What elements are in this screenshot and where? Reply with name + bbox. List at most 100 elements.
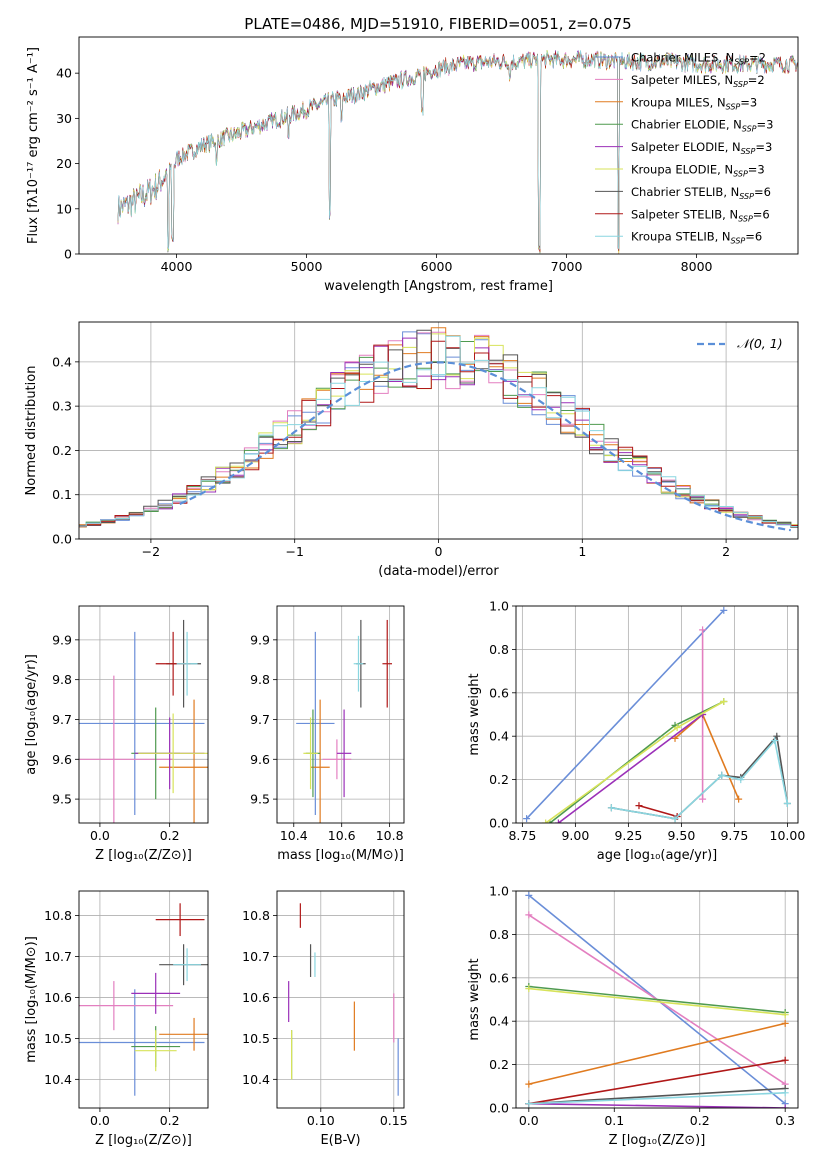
y-tick-label: 10.5 [44,1031,72,1046]
weight-vs-Z-xlabel: Z [log₁₀(Z/Z⊙)] [609,1133,706,1148]
y-tick-label: 9.5 [52,792,72,807]
weight-marker [523,815,531,823]
residuals-plot-area [79,327,798,532]
y-tick-label: 0.4 [52,354,72,369]
weight-marker [525,1100,533,1108]
y-tick-label: 30 [56,111,72,126]
y-tick-label: 10.5 [242,1031,270,1046]
y-tick-label: 0.0 [489,816,509,831]
legend-entry: Salpeter ELODIE, NSSP=3 [631,140,772,156]
errorbar-point [176,631,198,696]
errorbar-point [159,699,208,823]
weight-marker [699,795,707,803]
weight-marker [554,819,562,823]
weight-marker [771,737,779,745]
spectrum-plot-area [117,49,798,254]
legend-entry: Kroupa MILES, NSSP=3 [631,95,757,111]
age-vs-mass-xlabel: mass [log₁₀(M/M⊙)] [277,848,404,863]
x-tick-label: 8.75 [508,828,536,843]
y-tick-label: 9.6 [52,752,72,767]
x-tick-label: 10.00 [770,828,806,843]
figure-title: PLATE=0486, MJD=51910, FIBERID=0051, z=0… [244,15,631,33]
y-tick-label: 9.9 [250,632,270,647]
y-tick-label: 0.8 [489,642,509,657]
weight-marker [699,626,707,634]
residuals-xlabel: (data-model)/error [378,564,499,579]
weight-series-7 [638,804,678,818]
weight-vs-age-frame [515,605,799,824]
y-tick-label: 10.7 [242,949,270,964]
weight-marker [781,1011,789,1019]
weight-series-8 [611,738,789,820]
errorbar-point [79,981,174,1031]
age-vs-mass-panel: 10.4 10.6 10.8 9.5 9.6 9.7 9.8 9.9 mass [log₁₀(M… [250,605,405,863]
x-tick-label: 6000 [421,259,453,274]
errorbar-point [134,1030,177,1072]
errorbar-point [79,675,174,823]
y-tick-label: 0 [64,247,72,262]
x-tick-label: 1 [578,544,586,559]
x-tick-label: 7000 [551,259,583,274]
y-tick-label: 0.0 [489,1101,509,1116]
x-tick-label: 0.2 [160,828,180,843]
legend-entry: 𝒩(0, 1) [737,336,783,351]
x-tick-label: 5000 [291,259,323,274]
weight-vs-age-plot-area [523,606,791,823]
errorbar-point [138,713,208,794]
y-tick-label: 0.2 [52,443,72,458]
weight-marker [781,1104,789,1108]
weight-marker [607,804,615,812]
x-tick-label: 4000 [161,259,193,274]
spectrum-ylabel: Flux [fλ10⁻¹⁷ erg cm⁻² s⁻¹ A⁻¹] [26,47,41,244]
y-tick-label: 9.8 [250,672,270,687]
y-tick-label: 9.8 [52,672,72,687]
x-tick-label: 0.1 [604,1113,624,1128]
weight-series-0 [526,609,725,820]
x-tick-label: 9.00 [561,828,589,843]
age-vs-mass-frame [276,605,405,824]
y-tick-label: 9.7 [52,712,72,727]
weight-marker [525,985,533,993]
spectrum-panel: 4000 5000 6000 7000 8000 0 10 20 30 40 wavelength … [26,36,799,294]
weight-marker [673,724,681,732]
x-tick-label: 0.0 [90,1113,110,1128]
legend-entry: Kroupa STELIB, NSSP=6 [631,230,762,246]
x-tick-label: 9.75 [720,828,748,843]
x-tick-label: 0.0 [519,1113,539,1128]
y-tick-label: 0.4 [489,1014,509,1029]
y-tick-label: 9.7 [250,712,270,727]
x-tick-label: 0.2 [160,1113,180,1128]
weight-marker [542,819,550,823]
x-tick-label: 0.0 [90,828,110,843]
y-tick-label: 20 [56,156,72,171]
residuals-legend: 𝒩(0, 1) [697,336,783,351]
y-tick-label: 40 [56,66,72,81]
weight-vs-Z-ylabel: mass weight [467,958,482,1040]
x-tick-label: 0.15 [380,1113,408,1128]
errorbar-point [155,903,205,937]
age-vs-Z-xlabel: Z [log₁₀(Z/Z⊙)] [95,848,192,863]
weight-vs-Z-frame [515,890,799,1109]
spectrum-legend: Chabrier MILES, NSSP=2 Salpeter MILES, NS… [595,51,773,246]
errorbar-point [159,1017,208,1051]
legend-entry: Chabrier MILES, NSSP=2 [631,51,766,67]
mass-vs-Z-plot-area [79,903,208,1096]
y-tick-label: 10.4 [242,1072,270,1087]
y-tick-label: 0.0 [52,532,72,547]
y-tick-label: 9.6 [250,752,270,767]
y-tick-label: 0.8 [489,927,509,942]
errorbar-point [131,972,181,1014]
y-tick-label: 0.6 [489,685,509,700]
weight-series-6 [611,734,789,820]
weight-marker [773,732,781,740]
weight-series-7 [528,1059,786,1105]
weight-marker [525,891,533,899]
weight-marker [781,1056,789,1064]
spectrum-series-8 [117,50,798,250]
errorbar-point [310,699,330,823]
age-vs-Z-plot-area [79,619,208,823]
weight-vs-age-panel: 8.75 9.00 9.25 9.50 9.75 10.00 0.0 0.2 0.4 0.6 0.8… [467,599,805,864]
y-tick-label: 10.6 [44,990,72,1005]
x-tick-label: 10.8 [376,828,404,843]
x-tick-label: 2 [722,544,730,559]
